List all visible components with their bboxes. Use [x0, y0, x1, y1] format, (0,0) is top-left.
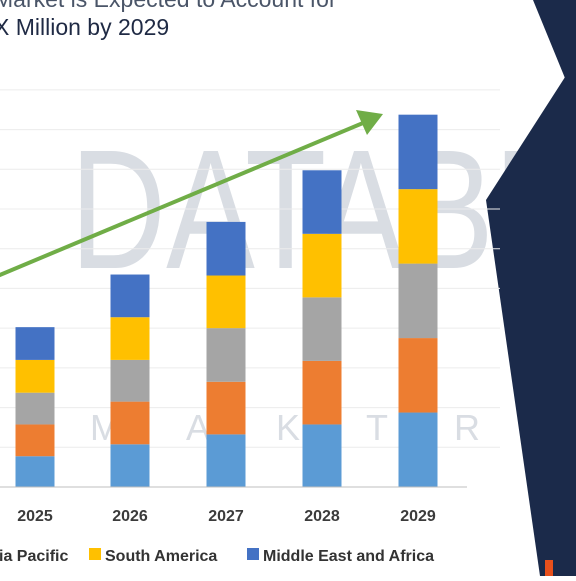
bar-segment-2029-2 — [398, 263, 438, 339]
bar-segment-2025-4 — [15, 327, 55, 360]
orange-accent-mark — [545, 560, 553, 576]
bar-segment-2025-1 — [15, 424, 55, 457]
bar-segment-2027-2 — [206, 328, 246, 382]
x-tick-label: 2026 — [112, 508, 148, 525]
bar-segment-2029-1 — [398, 338, 438, 413]
x-tick-label: 2027 — [208, 508, 244, 525]
bar-segment-2028-3 — [302, 233, 342, 298]
legend-label: South America — [105, 548, 217, 565]
bar-segment-2028-0 — [302, 424, 342, 487]
bar-segment-2027-3 — [206, 275, 246, 329]
trend-arrow-head — [356, 110, 383, 135]
bar-segment-2029-4 — [398, 114, 438, 190]
bar-segment-2028-4 — [302, 170, 342, 234]
bar-segment-2025-2 — [15, 392, 55, 425]
bar-segment-2026-2 — [110, 359, 150, 402]
bar-segment-2026-0 — [110, 444, 150, 487]
x-tick-label: 2029 — [400, 508, 436, 525]
x-tick-label: 2028 — [304, 508, 340, 525]
bars — [15, 114, 438, 487]
bar-segment-2025-0 — [15, 456, 55, 487]
x-tick-label: 2025 — [17, 508, 53, 525]
chart-title-line-2: X Million by 2029 — [0, 14, 170, 40]
trend-arrow — [0, 110, 383, 278]
bar-segment-2029-0 — [398, 412, 438, 487]
bar-segment-2029-3 — [398, 189, 438, 264]
bar-segment-2027-0 — [206, 434, 246, 487]
bar-segment-2028-1 — [302, 360, 342, 425]
legend-swatch — [247, 548, 259, 560]
chart-title-line-1: Market is Expected to Account for — [0, 0, 337, 13]
bar-segment-2025-3 — [15, 359, 55, 393]
navy-side-shape — [486, 60, 576, 576]
background-shapes — [486, 0, 576, 576]
trend-arrow-line — [0, 121, 364, 278]
bar-segment-2026-3 — [110, 317, 150, 360]
legend-label: ia Pacific — [0, 548, 68, 565]
bar-segment-2026-4 — [110, 274, 150, 318]
x-tick-labels: 2025 2026 2027 2028 2029 — [17, 508, 436, 525]
legend: ia Pacific South America Middle East and A… — [0, 548, 434, 565]
bar-segment-2027-4 — [206, 221, 246, 276]
legend-label: Middle East and Africa — [263, 548, 434, 565]
bar-segment-2026-1 — [110, 401, 150, 445]
bar-segment-2028-2 — [302, 297, 342, 361]
bar-segment-2027-1 — [206, 381, 246, 435]
legend-swatch — [89, 548, 101, 560]
